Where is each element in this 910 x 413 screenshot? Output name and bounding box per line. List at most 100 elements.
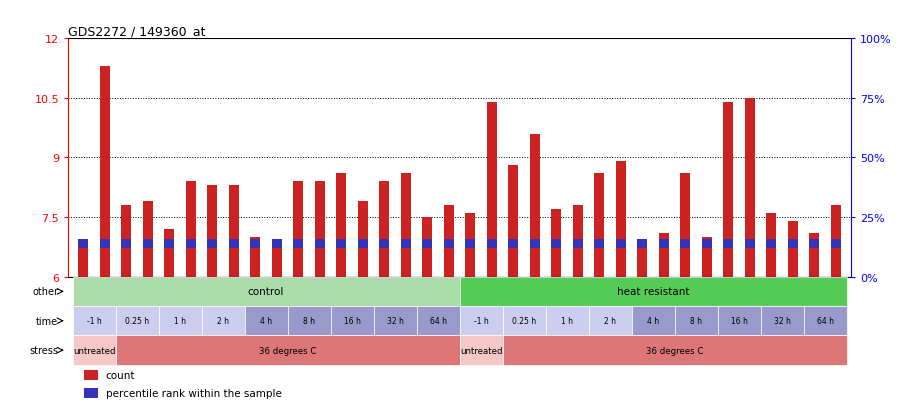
Bar xyxy=(804,306,846,336)
Bar xyxy=(674,306,718,336)
Bar xyxy=(788,240,798,248)
Text: time: time xyxy=(36,316,58,326)
Text: 2 h: 2 h xyxy=(217,316,229,325)
Text: stress: stress xyxy=(29,345,58,355)
Bar xyxy=(73,277,460,306)
Bar xyxy=(616,240,626,248)
Bar xyxy=(186,182,196,277)
Bar xyxy=(84,389,98,399)
Bar xyxy=(502,306,546,336)
Bar xyxy=(250,240,260,248)
Bar xyxy=(229,186,238,277)
Bar xyxy=(810,233,819,277)
Bar xyxy=(831,240,841,248)
Bar xyxy=(143,240,153,248)
Text: 4 h: 4 h xyxy=(260,316,272,325)
Text: control: control xyxy=(248,287,284,297)
Text: count: count xyxy=(106,370,136,380)
Bar xyxy=(78,240,88,248)
Text: 16 h: 16 h xyxy=(344,316,360,325)
Bar xyxy=(681,174,690,277)
Bar xyxy=(373,306,417,336)
Bar xyxy=(681,240,690,248)
Bar xyxy=(330,306,373,336)
Bar xyxy=(165,240,174,248)
Text: heat resistant: heat resistant xyxy=(617,287,689,297)
Bar xyxy=(401,240,410,248)
Bar xyxy=(78,241,88,277)
Bar xyxy=(116,306,158,336)
Bar xyxy=(551,210,561,277)
Text: 36 degrees C: 36 degrees C xyxy=(646,346,703,355)
Bar xyxy=(229,240,238,248)
Text: 64 h: 64 h xyxy=(816,316,834,325)
Bar xyxy=(530,134,540,277)
Bar xyxy=(460,336,502,365)
Bar xyxy=(723,240,733,248)
Bar xyxy=(487,103,497,277)
Bar xyxy=(702,237,712,277)
Bar xyxy=(201,306,245,336)
Bar xyxy=(315,240,325,248)
Text: 8 h: 8 h xyxy=(690,316,702,325)
Bar xyxy=(460,306,502,336)
Bar xyxy=(766,214,776,277)
Bar xyxy=(444,240,454,248)
Text: percentile rank within the sample: percentile rank within the sample xyxy=(106,389,282,399)
Bar xyxy=(337,174,346,277)
Bar xyxy=(460,277,846,306)
Bar xyxy=(417,306,460,336)
Bar xyxy=(422,240,432,248)
Bar xyxy=(573,206,582,277)
Text: untreated: untreated xyxy=(73,346,116,355)
Text: 16 h: 16 h xyxy=(731,316,747,325)
Bar xyxy=(121,206,131,277)
Bar xyxy=(766,240,776,248)
Bar xyxy=(465,214,475,277)
Bar xyxy=(358,202,368,277)
Bar xyxy=(551,240,561,248)
Bar xyxy=(638,245,647,277)
Bar xyxy=(761,306,804,336)
Bar xyxy=(245,306,288,336)
Bar xyxy=(379,240,389,248)
Bar xyxy=(422,218,432,277)
Text: 32 h: 32 h xyxy=(774,316,791,325)
Bar xyxy=(723,103,733,277)
Bar xyxy=(293,182,303,277)
Bar xyxy=(358,240,368,248)
Bar xyxy=(632,306,674,336)
Text: 32 h: 32 h xyxy=(387,316,403,325)
Bar xyxy=(100,67,109,277)
Text: 0.25 h: 0.25 h xyxy=(512,316,536,325)
Bar xyxy=(659,233,669,277)
Bar xyxy=(659,240,669,248)
Bar xyxy=(509,240,518,248)
Bar xyxy=(116,336,460,365)
Bar xyxy=(487,240,497,248)
Bar xyxy=(502,336,846,365)
Bar xyxy=(272,245,281,277)
Bar xyxy=(718,306,761,336)
Bar xyxy=(573,240,582,248)
Bar xyxy=(638,240,647,248)
Bar xyxy=(73,306,116,336)
Text: 36 degrees C: 36 degrees C xyxy=(258,346,317,355)
Bar xyxy=(745,240,754,248)
Bar xyxy=(100,240,109,248)
Bar xyxy=(73,336,116,365)
Bar xyxy=(250,237,260,277)
Text: -1 h: -1 h xyxy=(86,316,101,325)
Bar xyxy=(315,182,325,277)
Bar xyxy=(810,240,819,248)
Bar xyxy=(207,240,217,248)
Bar xyxy=(788,221,798,277)
Text: 0.25 h: 0.25 h xyxy=(125,316,149,325)
Bar xyxy=(337,240,346,248)
Text: GDS2272 / 149360_at: GDS2272 / 149360_at xyxy=(68,25,206,38)
Bar xyxy=(589,306,632,336)
Text: untreated: untreated xyxy=(460,346,502,355)
Bar xyxy=(379,182,389,277)
Text: 2 h: 2 h xyxy=(604,316,616,325)
Text: 8 h: 8 h xyxy=(303,316,315,325)
